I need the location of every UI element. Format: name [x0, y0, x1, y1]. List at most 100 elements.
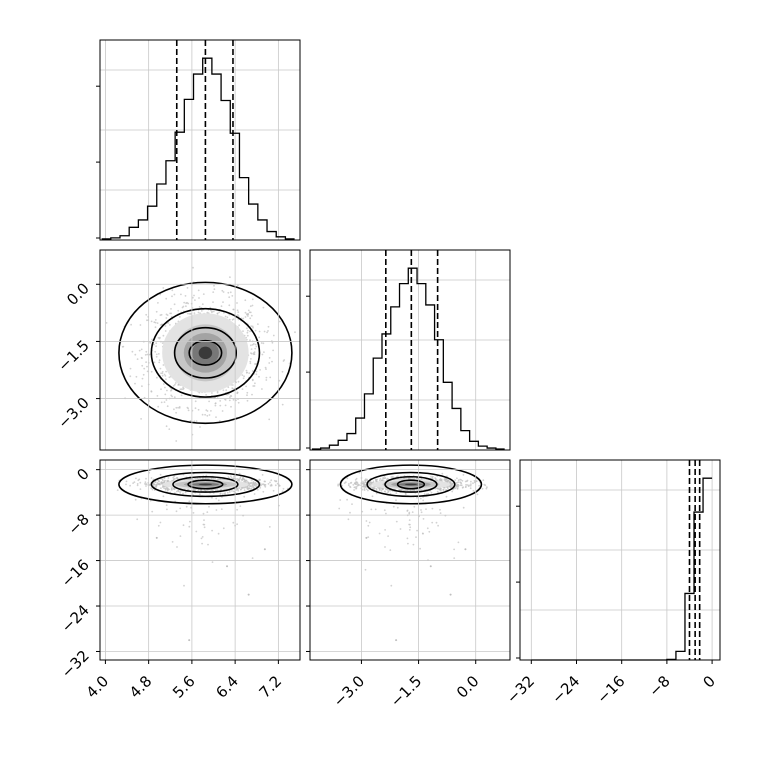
scatter-point	[155, 353, 158, 356]
scatter-point	[202, 523, 205, 526]
scatter-point	[245, 336, 248, 339]
scatter-point	[160, 401, 163, 404]
scatter-point	[387, 535, 389, 537]
scatter-point	[171, 295, 173, 298]
scatter-point	[163, 477, 166, 480]
scatter-point	[269, 376, 272, 379]
scatter-point	[365, 520, 368, 522]
scatter-point	[482, 479, 485, 482]
scatter-point	[457, 541, 460, 544]
scatter-point	[355, 477, 358, 480]
scatter-point	[462, 506, 465, 509]
scatter-point	[129, 375, 132, 378]
scatter-point	[246, 371, 249, 374]
scatter-point	[186, 312, 189, 315]
scatter-point	[216, 489, 219, 492]
scatter-point	[238, 324, 241, 327]
scatter-point	[227, 291, 230, 294]
scatter-point	[190, 313, 192, 315]
scatter-point	[136, 518, 139, 521]
scatter-point	[406, 509, 409, 512]
scatter-point	[435, 521, 438, 524]
scatter-point	[346, 498, 348, 501]
scatter-point	[231, 318, 234, 321]
scatter-point	[412, 543, 415, 546]
scatter-point	[177, 384, 180, 386]
scatter-point	[164, 386, 166, 389]
contour-line	[118, 464, 293, 505]
scatter-point	[164, 330, 167, 332]
y-tick-label: −32	[58, 647, 93, 682]
scatter-point	[232, 387, 234, 390]
scatter-point	[427, 492, 430, 495]
scatter-point	[226, 491, 229, 494]
scatter-point	[395, 492, 398, 494]
scatter-point	[228, 304, 231, 307]
scatter-point	[205, 474, 208, 477]
scatter-point	[203, 519, 205, 521]
scatter-point	[456, 487, 459, 490]
scatter-point	[200, 537, 203, 540]
scatter-point	[206, 511, 209, 513]
scatter-point	[338, 507, 341, 510]
scatter-point	[146, 353, 149, 356]
scatter-point	[294, 331, 296, 334]
scatter-point	[208, 400, 211, 403]
scatter-point	[270, 479, 273, 482]
scatter-point	[426, 527, 429, 530]
scatter-point	[164, 375, 167, 377]
scatter-point	[98, 348, 100, 350]
scatter-point	[226, 316, 229, 319]
scatter-point	[158, 361, 161, 364]
scatter-point	[181, 306, 184, 309]
scatter-point	[155, 345, 158, 348]
scatter-point	[460, 482, 463, 485]
scatter-point	[257, 323, 259, 325]
scatter-point	[339, 499, 342, 501]
scatter-point	[238, 472, 241, 475]
contour-line	[384, 475, 438, 493]
scatter-point	[186, 406, 189, 409]
scatter-point	[156, 322, 159, 324]
scatter-point	[215, 497, 218, 500]
scatter-point	[265, 376, 268, 379]
scatter-point	[228, 296, 231, 299]
scatter-point	[136, 484, 139, 487]
scatter-point	[152, 483, 155, 485]
scatter-point	[188, 500, 191, 503]
scatter-point	[381, 479, 384, 482]
scatter-point	[198, 493, 201, 496]
scatter-point	[481, 487, 484, 490]
scatter-point	[164, 393, 167, 396]
scatter-point	[161, 372, 164, 375]
scatter-point	[353, 489, 355, 491]
scatter-point	[364, 568, 367, 571]
scatter-point	[167, 322, 170, 324]
scatter-point	[422, 532, 424, 535]
scatter-point	[151, 338, 153, 341]
scatter-point	[251, 298, 254, 301]
scatter-point	[197, 311, 200, 314]
scatter-point	[244, 299, 247, 302]
scatter-point	[155, 310, 158, 313]
scatter-point	[412, 489, 415, 491]
scatter-point	[144, 354, 147, 356]
scatter-point	[253, 493, 256, 495]
scatter-point	[253, 351, 256, 353]
scatter-point	[165, 425, 168, 428]
scatter-point	[282, 360, 285, 362]
scatter-point	[161, 370, 164, 373]
scatter-point	[250, 344, 252, 347]
scatter-point	[153, 361, 156, 364]
scatter-point	[457, 481, 460, 483]
scatter-point	[404, 493, 407, 496]
scatter-point	[146, 319, 148, 322]
scatter-point	[268, 418, 271, 421]
x-tick-label: −24	[548, 672, 583, 707]
scatter-point	[247, 329, 249, 332]
scatter-point	[368, 484, 371, 487]
scatter-point	[162, 479, 164, 482]
scatter-point	[221, 410, 224, 412]
scatter-point	[193, 312, 196, 314]
scatter-point	[355, 487, 357, 490]
